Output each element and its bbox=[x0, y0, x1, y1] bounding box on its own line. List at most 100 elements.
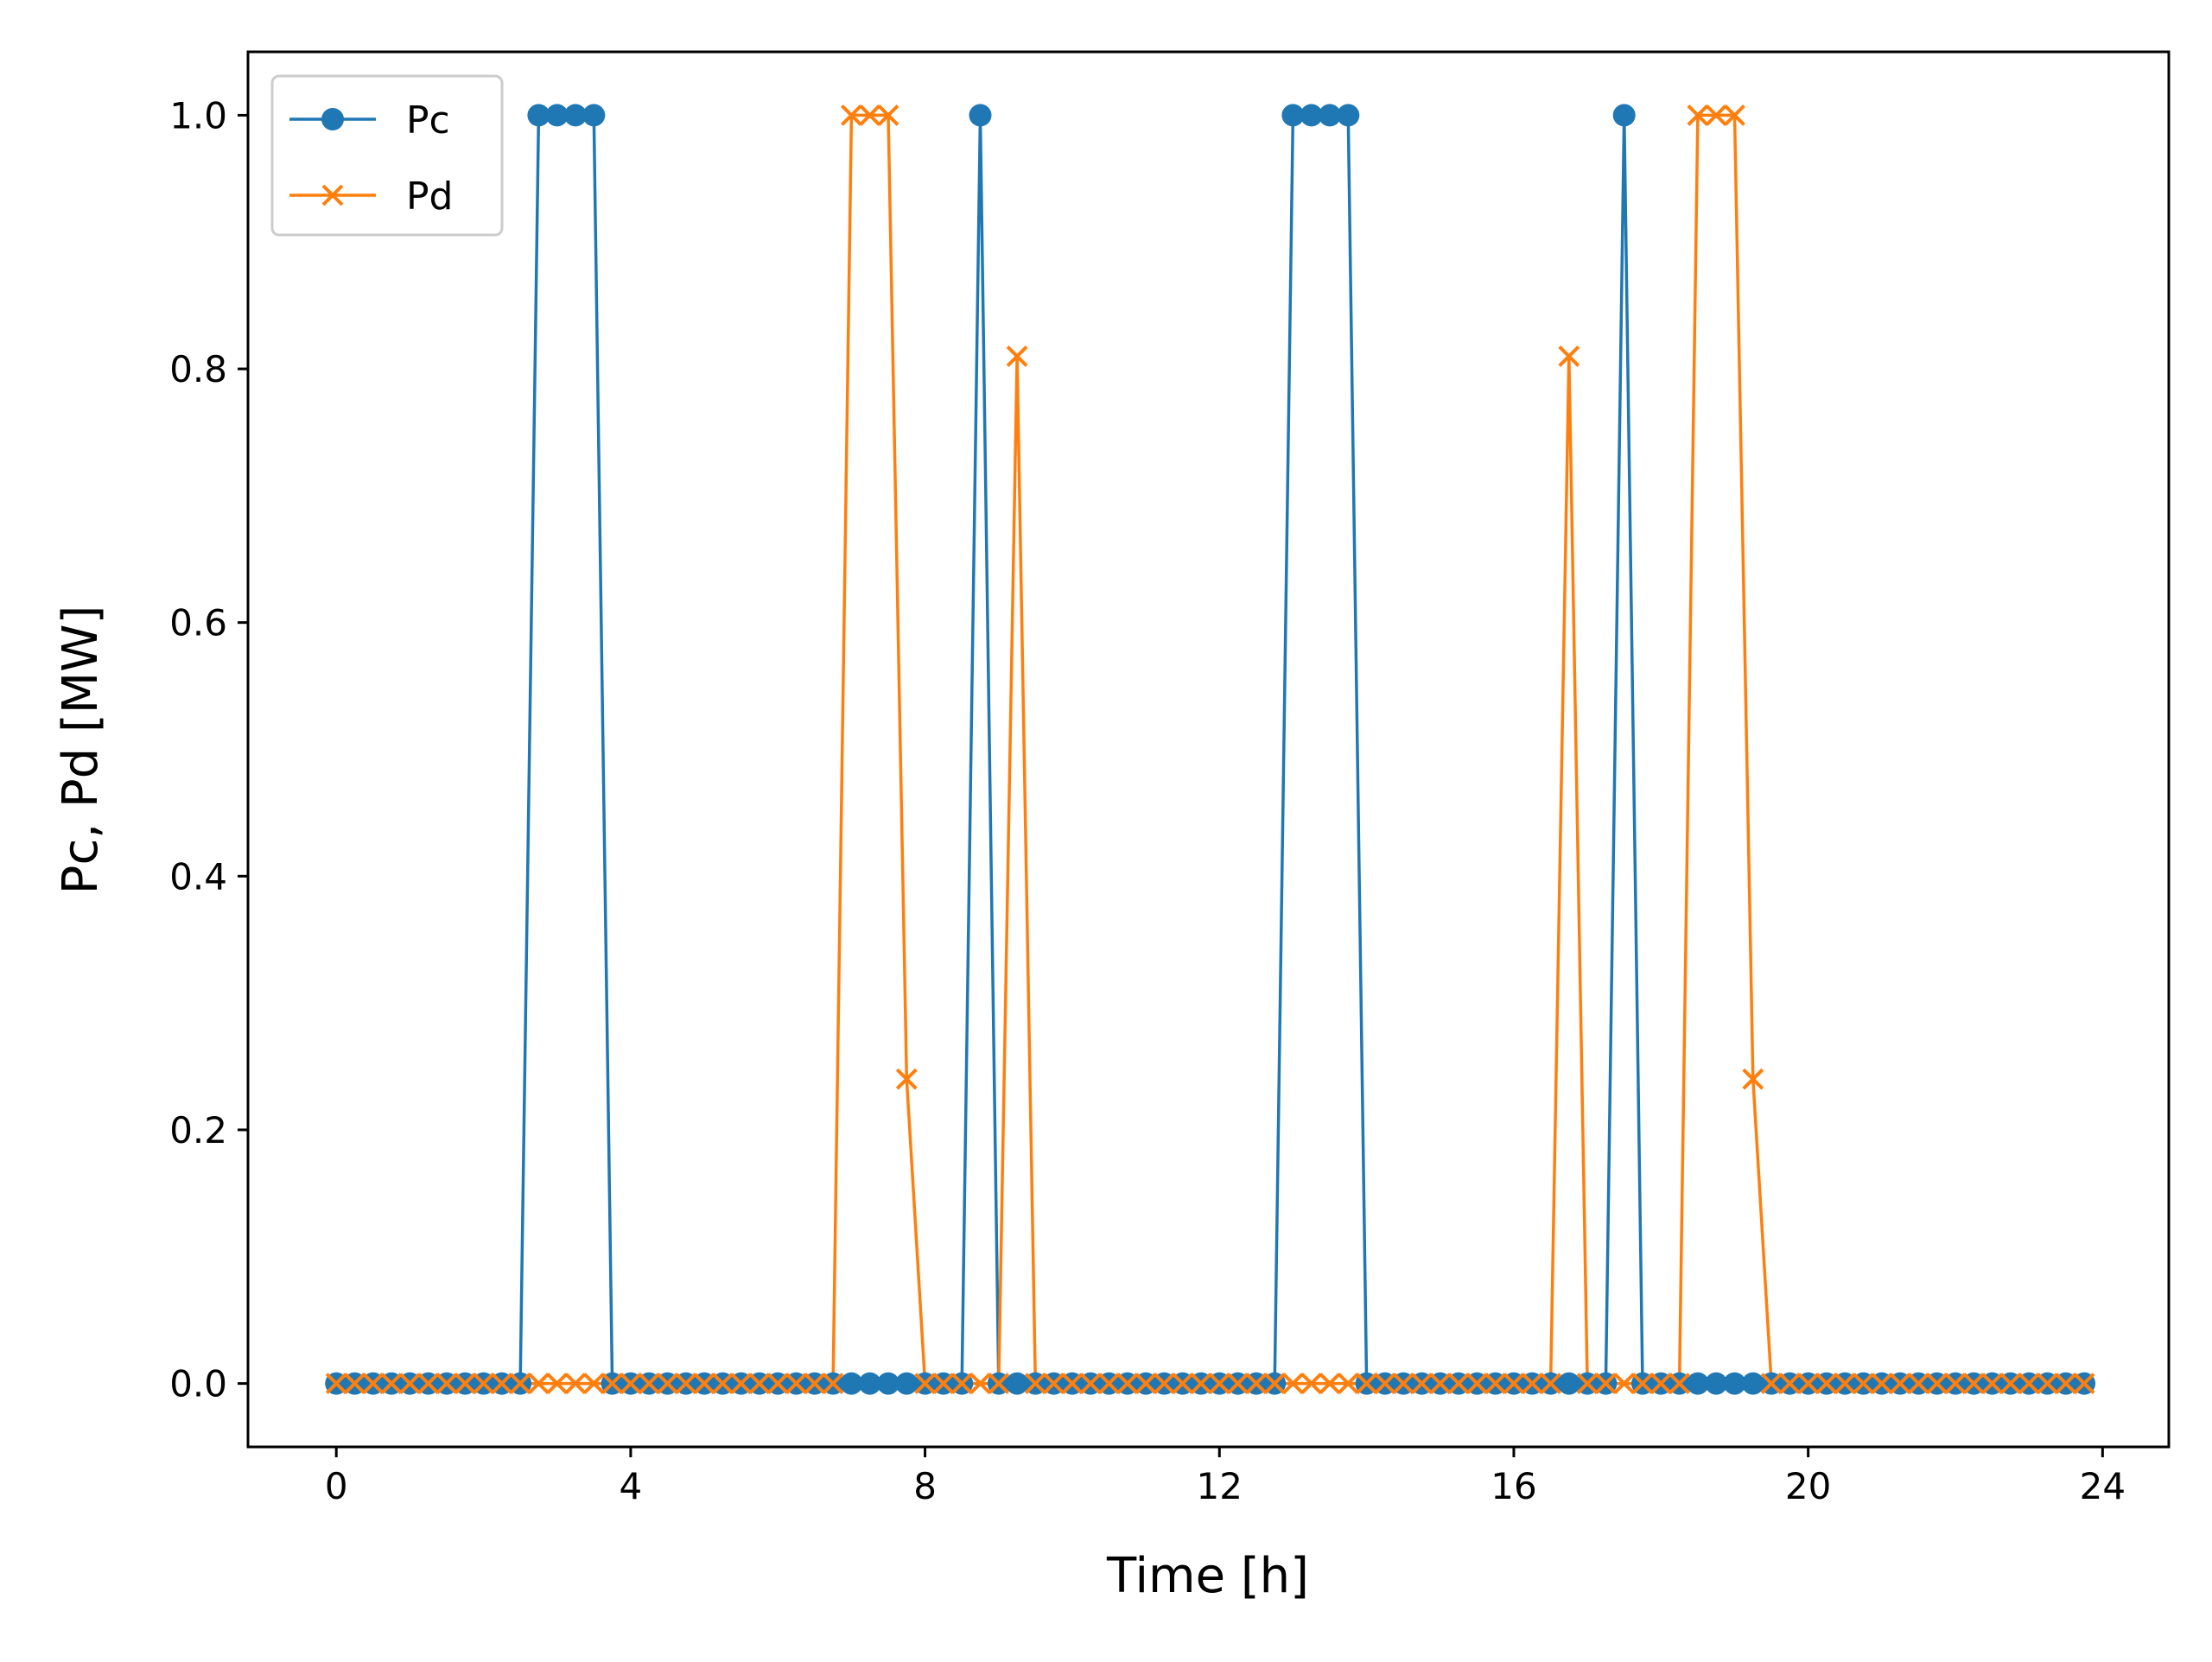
data-point bbox=[785, 1373, 807, 1395]
data-point bbox=[1944, 1373, 1967, 1395]
data-point bbox=[1723, 1372, 1746, 1395]
data-point bbox=[840, 104, 862, 126]
data-point bbox=[1687, 104, 1709, 126]
data-point bbox=[1098, 1373, 1120, 1395]
data-point bbox=[1557, 1372, 1580, 1395]
legend-label: Pd bbox=[406, 174, 453, 219]
data-point bbox=[1337, 104, 1360, 127]
data-point bbox=[1356, 1373, 1378, 1395]
data-point bbox=[1594, 1373, 1617, 1395]
data-point bbox=[1540, 1373, 1562, 1395]
data-point bbox=[2055, 1373, 2077, 1395]
data-point bbox=[1153, 1373, 1175, 1395]
data-point bbox=[2037, 1373, 2058, 1395]
y-axis-label: Pc, Pd [MW] bbox=[53, 606, 109, 895]
series-line-pc bbox=[336, 113, 2085, 1386]
data-point bbox=[1705, 1372, 1728, 1395]
data-point bbox=[877, 104, 899, 126]
data-point bbox=[564, 1373, 587, 1395]
data-point bbox=[1981, 1373, 2004, 1395]
x-tick-label: 0 bbox=[325, 1465, 348, 1507]
data-point bbox=[1172, 1373, 1194, 1395]
x-tick-label: 8 bbox=[913, 1465, 937, 1507]
data-point bbox=[545, 104, 569, 127]
data-point bbox=[454, 1373, 476, 1395]
data-point bbox=[895, 1372, 918, 1395]
data-point bbox=[932, 1373, 955, 1395]
data-point bbox=[1245, 1373, 1268, 1395]
data-point bbox=[1521, 1373, 1543, 1395]
data-point bbox=[1006, 1372, 1029, 1395]
data-point bbox=[344, 1373, 365, 1395]
legend-item-pc[interactable]: Pc bbox=[289, 98, 450, 143]
data-point bbox=[711, 1373, 734, 1395]
data-point bbox=[1447, 1373, 1470, 1395]
data-point bbox=[1374, 1373, 1396, 1395]
data-point bbox=[582, 104, 606, 127]
legend-marker bbox=[321, 108, 344, 130]
data-point bbox=[1484, 1373, 1507, 1395]
data-point bbox=[693, 1373, 715, 1395]
data-point bbox=[527, 104, 550, 127]
data-point bbox=[969, 1373, 991, 1395]
data-point bbox=[546, 1373, 569, 1395]
y-tick-label: 0.8 bbox=[169, 348, 227, 390]
data-point bbox=[1503, 1373, 1525, 1395]
data-point bbox=[1190, 1373, 1212, 1395]
data-point bbox=[325, 1373, 347, 1395]
legend[interactable]: Pc Pd bbox=[270, 74, 504, 237]
data-point bbox=[1815, 1373, 1838, 1395]
data-point bbox=[1429, 1373, 1452, 1395]
data-point bbox=[1778, 1373, 1801, 1395]
legend-item-pd[interactable]: Pd bbox=[289, 174, 453, 219]
data-point bbox=[1319, 1373, 1341, 1395]
legend-label: Pc bbox=[406, 98, 450, 143]
data-point bbox=[766, 1373, 789, 1395]
data-point bbox=[1208, 1373, 1230, 1395]
data-point bbox=[988, 1373, 1010, 1395]
y-tick-label: 0.0 bbox=[169, 1363, 227, 1405]
data-point bbox=[1686, 1372, 1709, 1395]
data-point bbox=[1576, 1373, 1599, 1395]
legend-marker bbox=[321, 184, 344, 206]
data-point bbox=[1135, 1373, 1157, 1395]
data-point bbox=[509, 1373, 531, 1395]
data-point bbox=[1061, 1373, 1084, 1395]
data-point bbox=[1337, 1373, 1359, 1395]
series-markers-pc bbox=[325, 104, 2096, 1395]
data-point bbox=[1281, 104, 1305, 127]
legend-box bbox=[270, 74, 504, 237]
data-point bbox=[1760, 1373, 1783, 1395]
data-point bbox=[1613, 1373, 1636, 1395]
data-point bbox=[638, 1373, 660, 1395]
data-point bbox=[435, 1373, 458, 1395]
x-tick-label: 16 bbox=[1491, 1465, 1536, 1507]
data-point bbox=[877, 1372, 899, 1395]
data-point bbox=[2073, 1373, 2095, 1395]
data-point bbox=[1300, 104, 1323, 127]
data-point bbox=[950, 1373, 973, 1395]
axis-ticks: 0 4 8 12 16 20 24 0.0 0.2 0.4 0.6 0.8 1.0 bbox=[169, 94, 2126, 1507]
x-tick-label: 24 bbox=[2080, 1465, 2126, 1507]
data-point bbox=[1999, 1373, 2022, 1395]
data-point bbox=[1962, 1373, 1985, 1395]
data-point bbox=[1724, 104, 1745, 126]
x-tick-label: 12 bbox=[1197, 1465, 1243, 1507]
x-axis-label: Time [h] bbox=[1106, 1548, 1309, 1604]
data-point bbox=[1263, 1373, 1286, 1395]
data-point bbox=[1871, 1373, 1893, 1395]
data-point bbox=[804, 1373, 826, 1395]
data-point bbox=[1006, 345, 1028, 367]
y-tick-label: 0.4 bbox=[169, 855, 227, 898]
data-point bbox=[675, 1373, 697, 1395]
data-point bbox=[362, 1373, 385, 1395]
series-line-pd bbox=[336, 113, 2085, 1386]
data-point bbox=[564, 104, 587, 127]
data-point bbox=[417, 1373, 440, 1395]
data-point bbox=[1079, 1373, 1102, 1395]
data-point bbox=[527, 1373, 550, 1395]
data-point bbox=[1926, 1373, 1948, 1395]
data-point bbox=[1281, 1373, 1304, 1395]
data-point bbox=[1300, 1373, 1323, 1395]
data-point bbox=[1612, 104, 1636, 127]
